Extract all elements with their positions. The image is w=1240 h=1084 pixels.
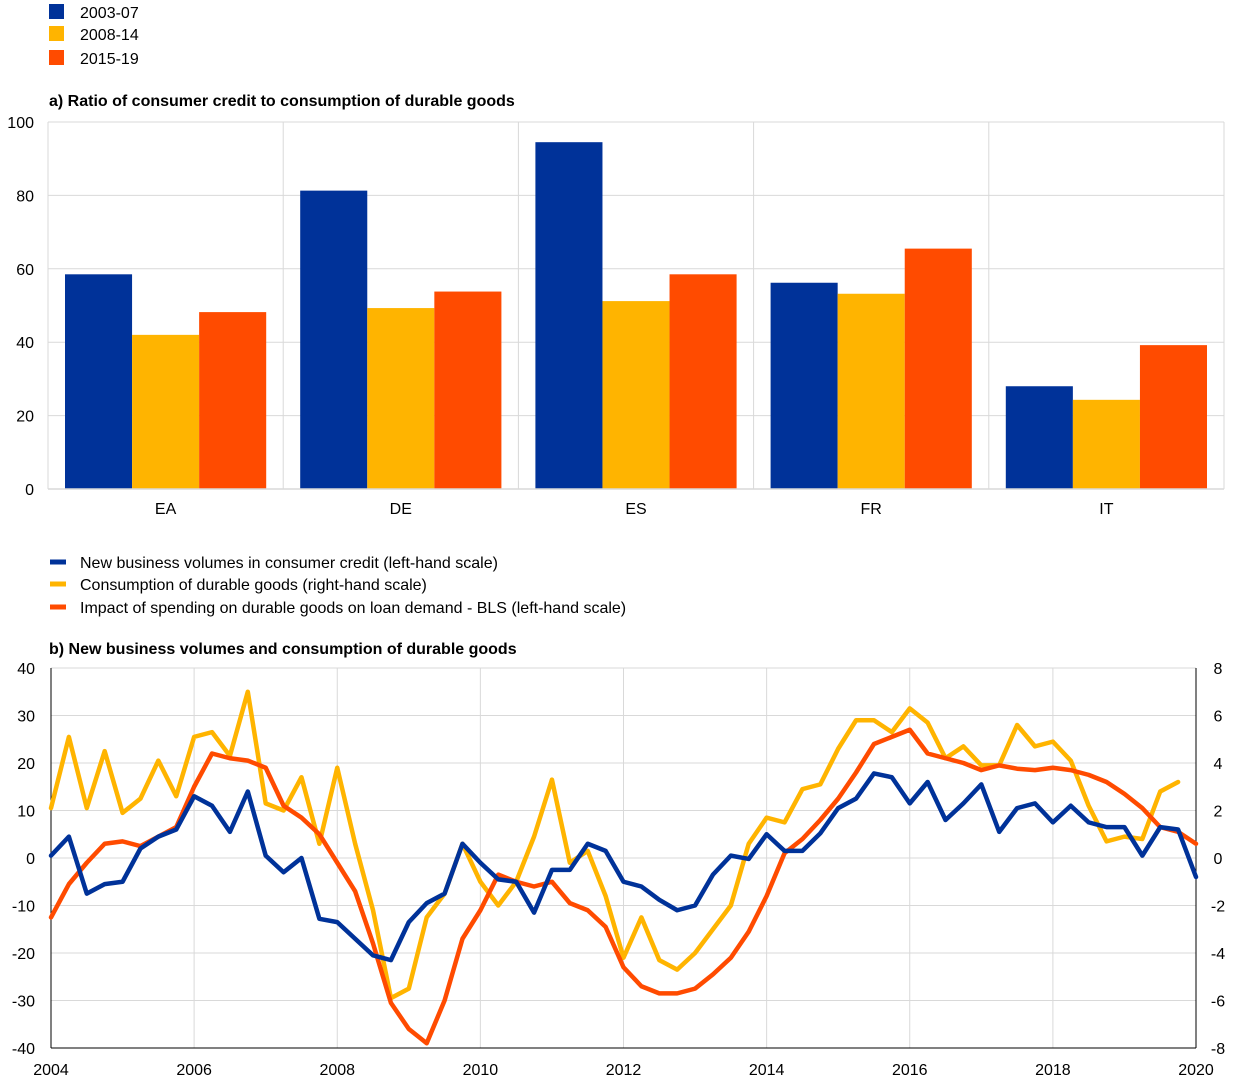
legend-a: 2003-07 2008-14 2015-19 xyxy=(49,4,139,68)
ytick-b-right-0: -8 xyxy=(1211,1041,1225,1058)
chart-a-title: a) Ratio of consumer credit to consumpti… xyxy=(49,93,515,110)
xtick-b-4: 2012 xyxy=(606,1062,642,1079)
xtick-b-5: 2014 xyxy=(749,1062,785,1079)
ytick-b-left-8: 40 xyxy=(17,661,35,678)
ytick-b-right-3: -2 xyxy=(1211,899,1225,916)
xtick-b-8: 2020 xyxy=(1178,1062,1214,1079)
ytick-a-4: 80 xyxy=(16,188,34,205)
legend-a-item-0: 2003-07 xyxy=(49,4,139,22)
legend-b-item-2: Impact of spending on durable goods on l… xyxy=(50,600,626,617)
chart-b-title: b) New business volumes and consumption … xyxy=(49,641,517,658)
ytick-b-left-5: 10 xyxy=(17,804,35,821)
ytick-b-left-3: -10 xyxy=(12,899,35,916)
ytick-b-right-6: 4 xyxy=(1214,756,1223,773)
bar-ea-2 xyxy=(199,312,267,489)
legend-a-swatch-0 xyxy=(49,4,64,19)
xtick-b-7: 2018 xyxy=(1035,1062,1071,1079)
legend-b-label-2: Impact of spending on durable goods on l… xyxy=(80,600,626,617)
ytick-b-left-2: -20 xyxy=(12,946,35,963)
ytick-b-right-7: 6 xyxy=(1214,709,1223,726)
xtick-b-0: 2004 xyxy=(33,1062,69,1079)
xtick-a-1: DE xyxy=(390,501,412,518)
chart-a-plot: 0 20 40 60 80 100 EA DE ES FR IT xyxy=(7,115,1225,518)
xtick-a-3: FR xyxy=(861,501,882,518)
bar-es-0 xyxy=(535,142,603,489)
xtick-b-1: 2006 xyxy=(176,1062,212,1079)
ytick-a-0: 0 xyxy=(25,482,34,499)
legend-b-label-0: New business volumes in consumer credit … xyxy=(80,555,498,572)
ytick-b-left-4: 0 xyxy=(26,851,35,868)
series-line-1 xyxy=(48,689,1181,1001)
bar-fr-1 xyxy=(837,293,905,489)
ytick-b-left-0: -40 xyxy=(12,1041,35,1058)
legend-b-item-0: New business volumes in consumer credit … xyxy=(50,555,498,572)
ytick-a-5: 100 xyxy=(7,115,34,132)
xtick-b-3: 2010 xyxy=(463,1062,499,1079)
legend-a-label-0: 2003-07 xyxy=(80,5,139,22)
xtick-b-2: 2008 xyxy=(319,1062,355,1079)
ytick-b-right-8: 8 xyxy=(1214,661,1223,678)
ytick-a-2: 40 xyxy=(16,335,34,352)
legend-b: New business volumes in consumer credit … xyxy=(50,555,626,617)
bar-it-1 xyxy=(1072,399,1140,489)
ytick-b-right-5: 2 xyxy=(1214,804,1223,821)
bar-de-2 xyxy=(434,291,502,489)
ytick-b-left-6: 20 xyxy=(17,756,35,773)
legend-a-item-2: 2015-19 xyxy=(49,50,139,68)
xtick-a-4: IT xyxy=(1099,501,1113,518)
ytick-a-1: 20 xyxy=(16,409,34,426)
bar-ea-1 xyxy=(132,334,200,489)
legend-a-label-2: 2015-19 xyxy=(80,51,139,68)
ytick-b-right-2: -4 xyxy=(1211,946,1225,963)
legend-a-item-1: 2008-14 xyxy=(49,26,139,44)
bar-es-2 xyxy=(669,274,737,489)
bar-ea-0 xyxy=(65,274,133,489)
legend-a-swatch-1 xyxy=(49,26,64,41)
bar-fr-0 xyxy=(770,282,838,489)
legend-b-label-1: Consumption of durable goods (right-hand… xyxy=(80,577,427,594)
xtick-b-6: 2016 xyxy=(892,1062,928,1079)
xtick-a-2: ES xyxy=(625,501,646,518)
ytick-b-left-7: 30 xyxy=(17,709,35,726)
ytick-a-3: 60 xyxy=(16,262,34,279)
series-line-2 xyxy=(48,727,1199,1046)
bar-it-0 xyxy=(1005,386,1073,489)
ytick-b-right-1: -6 xyxy=(1211,994,1225,1011)
bar-it-2 xyxy=(1139,345,1207,489)
bar-es-1 xyxy=(602,301,670,489)
ytick-b-right-4: 0 xyxy=(1214,851,1223,868)
xtick-a-0: EA xyxy=(155,501,177,518)
legend-a-label-1: 2008-14 xyxy=(80,27,139,44)
bar-de-1 xyxy=(367,308,435,489)
bar-de-0 xyxy=(300,190,368,489)
series-line-0 xyxy=(48,771,1199,963)
legend-b-item-1: Consumption of durable goods (right-hand… xyxy=(50,577,427,594)
legend-a-swatch-2 xyxy=(49,50,64,65)
ytick-b-left-1: -30 xyxy=(12,994,35,1011)
bar-fr-2 xyxy=(904,248,972,489)
